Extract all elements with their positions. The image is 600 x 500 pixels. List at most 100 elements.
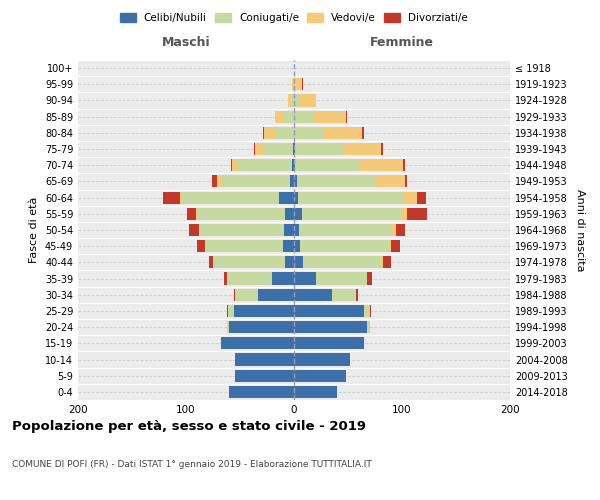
- Bar: [232, 159, 238, 172]
- Bar: [294, 208, 302, 220]
- Bar: [279, 192, 294, 203]
- Bar: [275, 110, 283, 122]
- Bar: [182, 192, 279, 203]
- Bar: [294, 370, 346, 382]
- Bar: [294, 256, 302, 268]
- Bar: [332, 288, 356, 301]
- Bar: [407, 208, 427, 220]
- Bar: [259, 288, 294, 301]
- Bar: [212, 176, 217, 188]
- Bar: [391, 240, 400, 252]
- Bar: [362, 127, 364, 139]
- Bar: [294, 127, 324, 139]
- Bar: [290, 176, 294, 188]
- Bar: [255, 143, 264, 155]
- Bar: [403, 159, 405, 172]
- Bar: [283, 110, 294, 122]
- Bar: [227, 272, 272, 284]
- Bar: [346, 110, 347, 122]
- Bar: [221, 338, 294, 349]
- Bar: [405, 176, 407, 188]
- Bar: [302, 208, 401, 220]
- Bar: [197, 208, 286, 220]
- Bar: [217, 176, 221, 188]
- Bar: [264, 143, 293, 155]
- Bar: [294, 240, 301, 252]
- Bar: [392, 224, 395, 236]
- Bar: [272, 272, 294, 284]
- Y-axis label: Anni di nascita: Anni di nascita: [575, 188, 584, 271]
- Bar: [229, 321, 294, 333]
- Bar: [287, 94, 291, 106]
- Bar: [389, 240, 391, 252]
- Bar: [209, 256, 213, 268]
- Bar: [228, 305, 233, 317]
- Bar: [292, 159, 294, 172]
- Bar: [284, 224, 294, 236]
- Bar: [299, 94, 316, 106]
- Bar: [360, 159, 403, 172]
- Bar: [292, 78, 293, 90]
- Bar: [294, 354, 350, 366]
- Bar: [235, 370, 294, 382]
- Bar: [297, 176, 375, 188]
- Text: Popolazione per età, sesso e stato civile - 2019: Popolazione per età, sesso e stato civil…: [12, 420, 366, 433]
- Bar: [324, 127, 362, 139]
- Bar: [294, 288, 332, 301]
- Bar: [179, 192, 182, 203]
- Bar: [233, 288, 235, 301]
- Bar: [213, 256, 286, 268]
- Bar: [295, 159, 360, 172]
- Bar: [367, 272, 372, 284]
- Bar: [286, 256, 294, 268]
- Bar: [404, 192, 417, 203]
- Bar: [295, 143, 344, 155]
- Bar: [417, 192, 426, 203]
- Bar: [294, 321, 367, 333]
- Bar: [382, 256, 383, 268]
- Text: COMUNE DI POFI (FR) - Dati ISTAT 1° gennaio 2019 - Elaborazione TUTTITALIA.IT: COMUNE DI POFI (FR) - Dati ISTAT 1° genn…: [12, 460, 372, 469]
- Bar: [264, 127, 275, 139]
- Bar: [293, 78, 294, 90]
- Bar: [227, 305, 228, 317]
- Bar: [301, 240, 389, 252]
- Bar: [294, 159, 295, 172]
- Bar: [238, 159, 292, 172]
- Bar: [224, 272, 227, 284]
- Bar: [294, 176, 297, 188]
- Bar: [205, 240, 283, 252]
- Bar: [401, 208, 407, 220]
- Bar: [370, 305, 371, 317]
- Text: Maschi: Maschi: [161, 36, 211, 49]
- Text: Femmine: Femmine: [370, 36, 434, 49]
- Bar: [275, 127, 294, 139]
- Bar: [196, 208, 197, 220]
- Bar: [294, 94, 299, 106]
- Bar: [299, 224, 392, 236]
- Bar: [294, 143, 295, 155]
- Y-axis label: Fasce di età: Fasce di età: [29, 197, 39, 263]
- Bar: [254, 143, 255, 155]
- Bar: [283, 240, 294, 252]
- Bar: [291, 94, 294, 106]
- Bar: [302, 256, 382, 268]
- Bar: [296, 78, 302, 90]
- Bar: [382, 143, 383, 155]
- Bar: [235, 288, 259, 301]
- Bar: [294, 305, 364, 317]
- Bar: [263, 127, 264, 139]
- Bar: [356, 288, 358, 301]
- Bar: [294, 110, 313, 122]
- Bar: [395, 224, 405, 236]
- Bar: [189, 224, 199, 236]
- Bar: [187, 208, 196, 220]
- Bar: [163, 192, 179, 203]
- Bar: [229, 386, 294, 398]
- Bar: [227, 321, 229, 333]
- Bar: [199, 224, 284, 236]
- Bar: [344, 143, 382, 155]
- Bar: [221, 176, 290, 188]
- Bar: [367, 321, 370, 333]
- Bar: [293, 143, 294, 155]
- Bar: [286, 208, 294, 220]
